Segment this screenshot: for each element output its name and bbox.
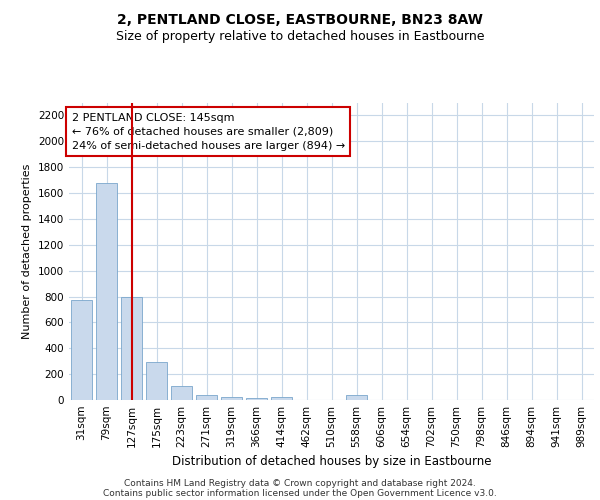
Bar: [96, 184, 117, 400]
Bar: [146, 362, 167, 400]
Bar: [271, 398, 292, 400]
Text: 2, PENTLAND CLOSE, EASTBOURNE, BN23 8AW: 2, PENTLAND CLOSE, EASTBOURNE, BN23 8AW: [117, 12, 483, 26]
Bar: [346, 396, 367, 400]
Text: 2 PENTLAND CLOSE: 145sqm
← 76% of detached houses are smaller (2,809)
24% of sem: 2 PENTLAND CLOSE: 145sqm ← 76% of detach…: [71, 113, 345, 151]
Y-axis label: Number of detached properties: Number of detached properties: [22, 164, 32, 339]
Text: Size of property relative to detached houses in Eastbourne: Size of property relative to detached ho…: [116, 30, 484, 43]
Bar: [71, 300, 92, 400]
X-axis label: Distribution of detached houses by size in Eastbourne: Distribution of detached houses by size …: [172, 456, 491, 468]
Bar: [121, 296, 142, 400]
Bar: [196, 396, 217, 400]
Bar: [171, 386, 192, 400]
Text: Contains HM Land Registry data © Crown copyright and database right 2024.: Contains HM Land Registry data © Crown c…: [124, 478, 476, 488]
Bar: [221, 398, 242, 400]
Bar: [246, 398, 267, 400]
Text: Contains public sector information licensed under the Open Government Licence v3: Contains public sector information licen…: [103, 488, 497, 498]
